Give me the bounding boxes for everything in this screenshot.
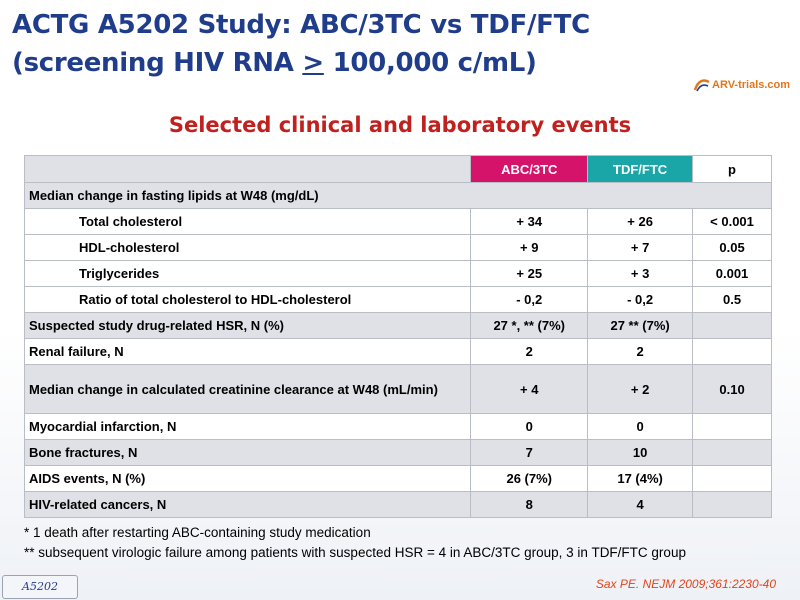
slide-title: ACTG A5202 Study: ABC/3TC vs TDF/FTC (sc… (12, 6, 612, 82)
tdf-value: + 2 (587, 364, 694, 414)
slide-subtitle: Selected clinical and laboratory events (168, 113, 632, 137)
abc-value: + 25 (470, 260, 589, 287)
abc-value: 8 (470, 491, 589, 518)
reference-citation: Sax PE. NEJM 2009;361:2230-40 (595, 577, 776, 591)
row-label: Total cholesterol (23, 208, 472, 235)
footnote-1: * 1 death after restarting ABC-containin… (24, 525, 371, 540)
table-row: Total cholesterol + 34 + 26 < 0.001 (23, 208, 772, 235)
p-value: 0.5 (692, 286, 772, 313)
row-label: Suspected study drug-related HSR, N (%) (23, 312, 472, 339)
p-value (692, 439, 772, 466)
table-row: HIV-related cancers, N 8 4 (23, 491, 772, 518)
p-value (692, 312, 772, 339)
row-label: Ratio of total cholesterol to HDL-choles… (23, 286, 472, 313)
abc-value: 7 (470, 439, 589, 466)
table-row: Median change in calculated creatinine c… (23, 364, 772, 414)
abc-value: + 4 (470, 364, 589, 414)
title-line-1: ACTG A5202 Study: ABC/3TC vs TDF/FTC (12, 10, 590, 40)
p-value: 0.001 (692, 260, 772, 287)
title-line-2-pre: (screening HIV RNA (12, 48, 303, 78)
row-label: AIDS events, N (%) (23, 465, 472, 492)
row-label: HDL-cholesterol (23, 234, 472, 261)
abc-value: - 0,2 (470, 286, 589, 313)
tdf-value: 2 (587, 338, 694, 365)
footnote-2: ** subsequent virologic failure among pa… (24, 545, 686, 560)
section-label: Median change in fasting lipids at W48 (… (24, 182, 772, 209)
tdf-value: 17 (4%) (587, 465, 694, 492)
row-label: HIV-related cancers, N (23, 491, 472, 518)
row-label: Triglycerides (23, 260, 472, 287)
tdf-value: 10 (587, 439, 694, 466)
abc-value: 2 (470, 338, 589, 365)
table-header-row: ABC/3TC TDF/FTC p (23, 155, 772, 183)
arv-trials-logo: ARV-trials.com (694, 76, 798, 96)
tdf-value: - 0,2 (587, 286, 694, 313)
table-row: Suspected study drug-related HSR, N (%) … (23, 312, 772, 339)
logo-text: ARV-trials.com (712, 79, 791, 91)
header-tdf-ftc: TDF/FTC (587, 155, 694, 183)
tdf-value: 0 (587, 413, 694, 440)
title-line-2-post: 100,000 c/mL) (323, 48, 537, 78)
header-empty-cell (23, 155, 472, 183)
abc-value: + 9 (470, 234, 589, 261)
events-table: ABC/3TC TDF/FTC p Median change in fasti… (23, 155, 772, 518)
tdf-value: + 7 (587, 234, 694, 261)
p-value: < 0.001 (692, 208, 772, 235)
tdf-value: + 26 (587, 208, 694, 235)
row-label: Renal failure, N (23, 338, 472, 365)
header-p: p (692, 155, 772, 183)
title-line-2: (screening HIV RNA > 100,000 c/mL) (12, 44, 612, 82)
logo-swoosh-icon (694, 79, 710, 92)
table-row: Renal failure, N 2 2 (23, 338, 772, 365)
p-value (692, 338, 772, 365)
section-row-lipids: Median change in fasting lipids at W48 (… (24, 182, 772, 209)
tdf-value: + 3 (587, 260, 694, 287)
table-row: AIDS events, N (%) 26 (7%) 17 (4%) (23, 465, 772, 492)
study-tag: A5202 (2, 575, 78, 599)
p-value (692, 465, 772, 492)
abc-value: + 34 (470, 208, 589, 235)
table-row: Triglycerides + 25 + 3 0.001 (23, 260, 772, 287)
table-row: Bone fractures, N 7 10 (23, 439, 772, 466)
row-label: Myocardial infarction, N (23, 413, 472, 440)
title-ge-symbol: > (302, 48, 324, 78)
p-value (692, 491, 772, 518)
p-value (692, 413, 772, 440)
table-row: HDL-cholesterol + 9 + 7 0.05 (23, 234, 772, 261)
p-value: 0.10 (692, 364, 772, 414)
abc-value: 27 *, ** (7%) (470, 312, 589, 339)
table-row: Myocardial infarction, N 0 0 (23, 413, 772, 440)
abc-value: 0 (470, 413, 589, 440)
abc-value: 26 (7%) (470, 465, 589, 492)
p-value: 0.05 (692, 234, 772, 261)
tdf-value: 4 (587, 491, 694, 518)
table-row: Ratio of total cholesterol to HDL-choles… (23, 286, 772, 313)
row-label: Median change in calculated creatinine c… (23, 364, 472, 414)
row-label: Bone fractures, N (23, 439, 472, 466)
header-abc-3tc: ABC/3TC (470, 155, 589, 183)
tdf-value: 27 ** (7%) (587, 312, 694, 339)
